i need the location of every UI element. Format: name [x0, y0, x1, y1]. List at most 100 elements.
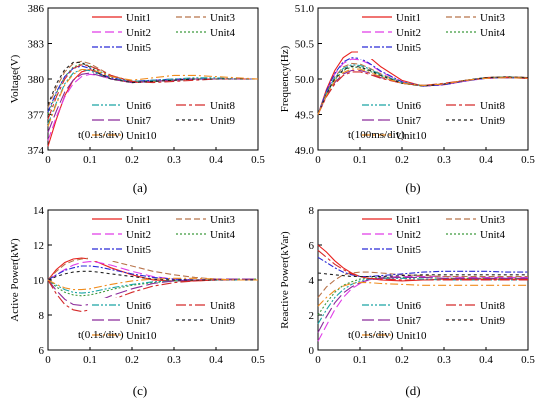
x-tick-label: 0.3 [167, 154, 181, 166]
legend-label-unit2: Unit2 [396, 27, 421, 39]
x-tick-label: 0 [45, 154, 51, 166]
legend-label-unit4: Unit4 [210, 27, 236, 39]
legend-label-unit5: Unit5 [396, 42, 422, 54]
x-tick-label: 0 [45, 354, 51, 366]
legend-label-unit3: Unit3 [480, 12, 506, 24]
legend-label-unit7: Unit7 [396, 115, 422, 127]
y-tick-label: 51.0 [295, 3, 315, 15]
y-axis-label: Active Power(kW) [9, 238, 21, 322]
series-line-unit4 [47, 278, 258, 297]
x-tick-label: 0 [315, 354, 321, 366]
legend-label-unit1: Unit1 [126, 12, 151, 24]
time-scale-annotation: t(0.1s/div) [78, 329, 124, 341]
y-tick-label: 12 [33, 240, 44, 252]
x-tick-label: 0.5 [251, 354, 265, 366]
series-line-unit2 [47, 261, 258, 281]
x-tick-label: 0.3 [167, 354, 181, 366]
legend-label-unit3: Unit3 [210, 214, 236, 226]
series-line-unit3 [317, 271, 528, 298]
legend-label-unit1: Unit1 [396, 214, 421, 226]
y-tick-label: 380 [28, 74, 45, 86]
series-line-unit7 [47, 278, 258, 306]
y-tick-label: 10 [33, 275, 45, 287]
y-axis-label: Frequency(Hz) [279, 45, 291, 112]
x-tick-label: 0.5 [251, 154, 265, 166]
legend-box [358, 10, 526, 59]
legend-label-unit10: Unit10 [396, 330, 427, 342]
y-tick-label: 386 [28, 3, 45, 15]
y-tick-label: 49.5 [295, 110, 315, 122]
legend-label-unit10: Unit10 [396, 130, 427, 142]
legend-label-unit8: Unit8 [210, 300, 236, 312]
series-line-unit10 [47, 277, 258, 291]
legend-box [88, 298, 256, 347]
x-tick-label: 0.2 [125, 354, 139, 366]
series-line-unit10 [47, 68, 259, 127]
x-tick-label: 0.1 [83, 354, 97, 366]
x-tick-label: 0.4 [209, 154, 223, 166]
series-line-unit9 [47, 61, 258, 106]
legend-label-unit6: Unit6 [126, 100, 152, 112]
series-line-unit2 [317, 275, 528, 342]
y-tick-label: 14 [33, 205, 45, 217]
x-tick-label: 0.2 [125, 154, 139, 166]
legend-label-unit8: Unit8 [210, 100, 236, 112]
panel-label: (c) [133, 383, 147, 398]
y-tick-label: 6 [39, 345, 45, 357]
series-line-unit8 [317, 249, 528, 281]
y-tick-label: 0 [309, 345, 315, 357]
legend-label-unit4: Unit4 [210, 229, 236, 241]
x-tick-label: 0.4 [479, 354, 493, 366]
x-tick-label: 0.2 [395, 154, 409, 166]
series-line-unit3 [317, 62, 529, 115]
y-tick-label: 383 [28, 39, 45, 51]
legend-label-unit1: Unit1 [126, 214, 151, 226]
chart-panel-4: 0 0.1 0.2 0.3 0.4 0.5 0 2 4 6 8 Reactive Power(kVar… [279, 205, 535, 398]
series-line-unit5 [317, 256, 528, 278]
legend-label-unit7: Unit7 [126, 315, 152, 327]
legend-label-unit2: Unit2 [126, 27, 151, 39]
x-tick-label: 0.3 [437, 354, 451, 366]
series-line-unit10 [317, 68, 529, 115]
time-scale-annotation: t(0.1s/div) [78, 129, 124, 141]
legend-label-unit5: Unit5 [126, 42, 152, 54]
panel-label: (a) [133, 180, 147, 195]
y-tick-label: 4 [309, 275, 315, 287]
y-axis-label: Reactive Power(kVar) [279, 231, 291, 329]
series-line-unit4 [47, 63, 258, 115]
y-tick-label: 8 [309, 205, 315, 217]
legend-box [88, 10, 256, 59]
series-line-unit7 [317, 276, 528, 333]
series-line-unit9 [317, 272, 528, 278]
legend-box [358, 212, 526, 261]
legend-label-unit6: Unit6 [126, 300, 152, 312]
legend-box [88, 212, 256, 261]
chart-panel-2: 0 0.1 0.2 0.3 0.4 0.5 49.0 49.5 50.0 50.5 51.0 Freq… [279, 3, 535, 195]
series-line-unit8 [47, 64, 258, 120]
legend-label-unit8: Unit8 [480, 100, 506, 112]
legend-label-unit7: Unit7 [396, 315, 422, 327]
chart-panel-1: 0 0.1 0.2 0.3 0.4 0.5 374 377 380 383 386 Voltage(V… [9, 3, 265, 195]
y-tick-label: 377 [28, 110, 45, 122]
y-tick-label: 374 [28, 145, 45, 157]
x-tick-label: 0.4 [479, 154, 493, 166]
panel-label: (d) [405, 383, 420, 398]
legend-label-unit9: Unit9 [210, 115, 236, 127]
legend-box [358, 298, 526, 347]
x-tick-label: 0.1 [83, 154, 97, 166]
y-tick-label: 2 [309, 310, 315, 322]
series-line-unit1 [317, 244, 528, 282]
x-tick-label: 0.5 [521, 354, 535, 366]
legend-label-unit6: Unit6 [396, 300, 422, 312]
chart-panel-3: 0 0.1 0.2 0.3 0.4 0.5 6 8 10 12 14 Active Power(kW)… [9, 205, 265, 398]
x-tick-label: 0.2 [395, 354, 409, 366]
y-tick-label: 49.0 [295, 145, 315, 157]
panel-label: (b) [405, 180, 420, 195]
legend-label-unit1: Unit1 [396, 12, 421, 24]
series-line-unit10 [317, 282, 528, 307]
series-line-unit5 [317, 57, 529, 115]
series-line-unit6 [47, 279, 258, 294]
y-tick-label: 50.5 [295, 39, 315, 51]
